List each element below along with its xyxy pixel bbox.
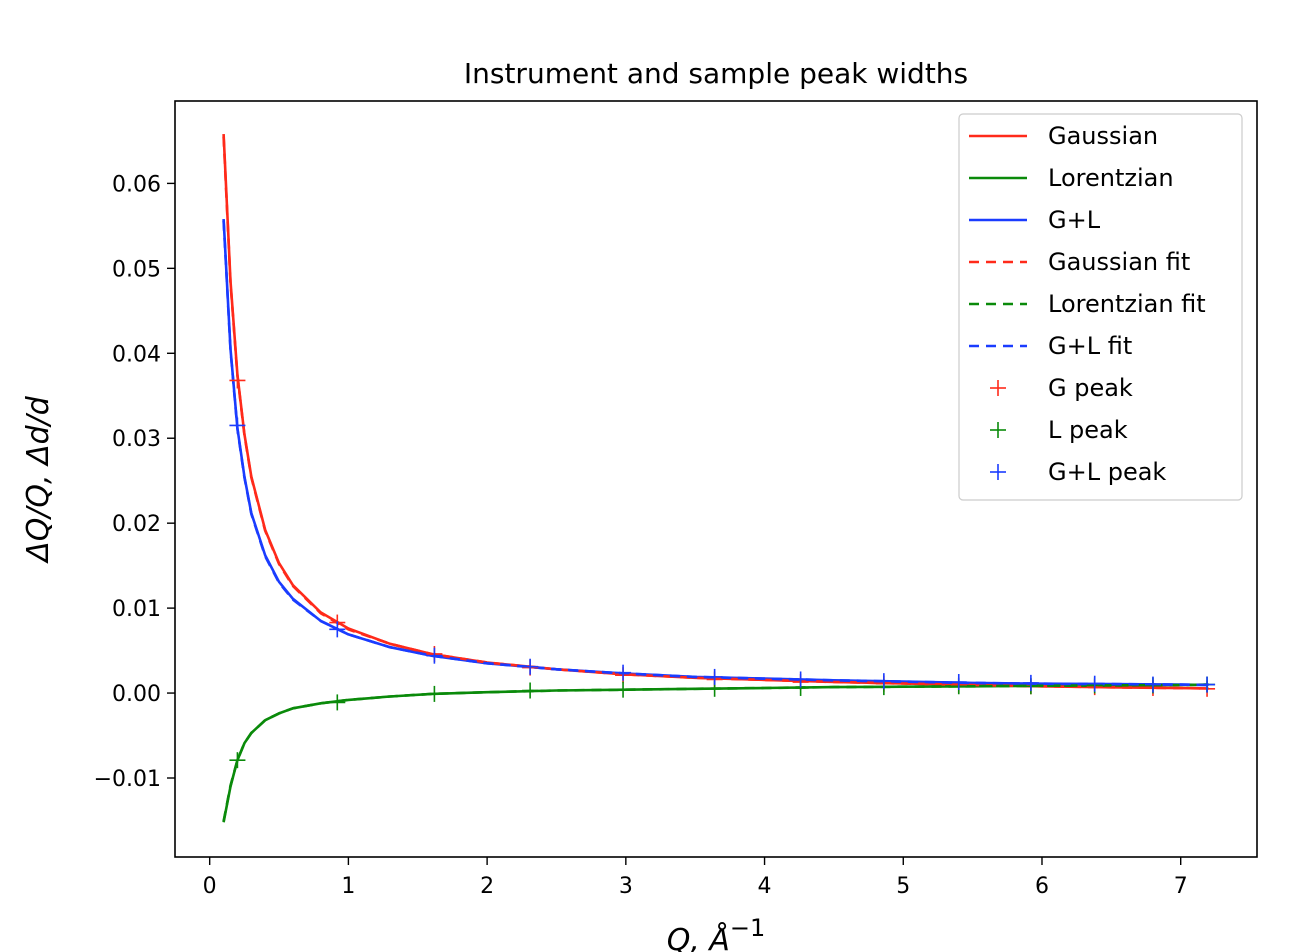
g-plus-l-fit-line (222, 220, 1209, 687)
g-plus-l-peak-point (1199, 676, 1216, 693)
y-tick-label: 0.06 (112, 172, 161, 197)
legend-item-g-plus-l: G+L (969, 206, 1101, 234)
legend-label: G peak (1048, 374, 1133, 402)
g-plus-l-peak-point (706, 668, 723, 685)
g-plus-l-peak-point (792, 671, 809, 688)
y-axis-label: ΔQ/Q, Δd/d (21, 395, 56, 564)
legend-item-lorentzian: Lorentzian (969, 164, 1174, 192)
l-peak-markers (229, 676, 1216, 769)
x-tick-label: 7 (1174, 874, 1188, 899)
series-layer (222, 134, 1216, 823)
x-tick-label: 5 (896, 874, 910, 899)
x-axis-label-text: Q, Å (667, 922, 730, 952)
legend-label: G+L peak (1048, 458, 1166, 486)
legend: Gaussian Lorentzian G+L Gaussian fit Lorentz… (958, 113, 1243, 501)
x-axis: 0 1 2 3 4 5 6 7 (203, 857, 1188, 899)
y-tick-label: −0.01 (94, 767, 161, 792)
y-tick-label: 0.00 (112, 682, 161, 707)
legend-label: Lorentzian (1048, 164, 1174, 192)
x-tick-label: 0 (203, 874, 217, 899)
chart-title: Instrument and sample peak widths (464, 57, 968, 90)
legend-marker (990, 464, 1006, 480)
legend-item-g-plus-l-fit: G+L fit (969, 332, 1132, 360)
legend-item-lorentzian-fit: Lorentzian fit (969, 290, 1206, 318)
g-plus-l-peak-point (950, 674, 967, 691)
legend-label: G+L (1048, 206, 1101, 234)
l-peak-point (615, 681, 632, 698)
g-plus-l-peak-point (522, 658, 539, 675)
legend-label: G+L fit (1048, 332, 1132, 360)
y-tick-label: 0.03 (112, 427, 161, 452)
lorentzian-fit-line (222, 683, 1209, 822)
legend-item-g-peak: G peak (990, 374, 1133, 402)
y-axis: −0.01 0.00 0.01 0.02 0.03 0.04 0.05 0.06 (94, 172, 175, 792)
x-tick-label: 6 (1035, 874, 1049, 899)
lorentzian-line (222, 683, 1209, 823)
l-peak-point (426, 685, 443, 702)
x-axis-label: Q, Å−1 (667, 914, 766, 952)
legend-frame (958, 113, 1243, 501)
plot-frame (174, 100, 1258, 858)
g-plus-l-peak-point (875, 673, 892, 690)
g-plus-l-peak-point (1086, 675, 1103, 692)
legend-label: Gaussian fit (1048, 248, 1190, 276)
legend-label: Gaussian (1048, 122, 1158, 150)
legend-item-l-peak: L peak (990, 416, 1128, 444)
x-tick-label: 1 (341, 874, 355, 899)
y-tick-label: 0.02 (112, 512, 161, 537)
g-plus-l-peak-point (1144, 676, 1161, 693)
g-plus-l-peak-point (1022, 674, 1039, 691)
legend-marker (990, 380, 1006, 396)
g-plus-l-peak-point (229, 417, 246, 434)
y-tick-label: 0.05 (112, 257, 161, 282)
legend-items: Gaussian Lorentzian G+L Gaussian fit Lorentz… (969, 122, 1206, 486)
x-tick-label: 3 (619, 874, 633, 899)
g-plus-l-peak-point (329, 621, 346, 638)
legend-marker (990, 422, 1006, 438)
legend-item-gaussian-fit: Gaussian fit (969, 248, 1190, 276)
g-peak-point (229, 372, 246, 389)
legend-label: Lorentzian fit (1048, 290, 1206, 318)
g-plus-l-peak-point (426, 647, 443, 664)
g-plus-l-peak-markers (229, 417, 1216, 693)
l-peak-point (229, 752, 246, 769)
l-peak-point (329, 694, 346, 711)
g-plus-l-peak-point (615, 664, 632, 681)
y-tick-label: 0.01 (112, 597, 161, 622)
x-tick-label: 4 (758, 874, 772, 899)
x-axis-label-exponent: −1 (730, 914, 765, 942)
legend-item-g-plus-l-peak: G+L peak (990, 458, 1166, 486)
legend-item-gaussian: Gaussian (969, 122, 1158, 150)
x-tick-label: 2 (480, 874, 494, 899)
plot-area (174, 100, 1258, 858)
l-peak-point (522, 682, 539, 699)
legend-label: L peak (1048, 416, 1128, 444)
y-tick-label: 0.04 (112, 342, 161, 367)
